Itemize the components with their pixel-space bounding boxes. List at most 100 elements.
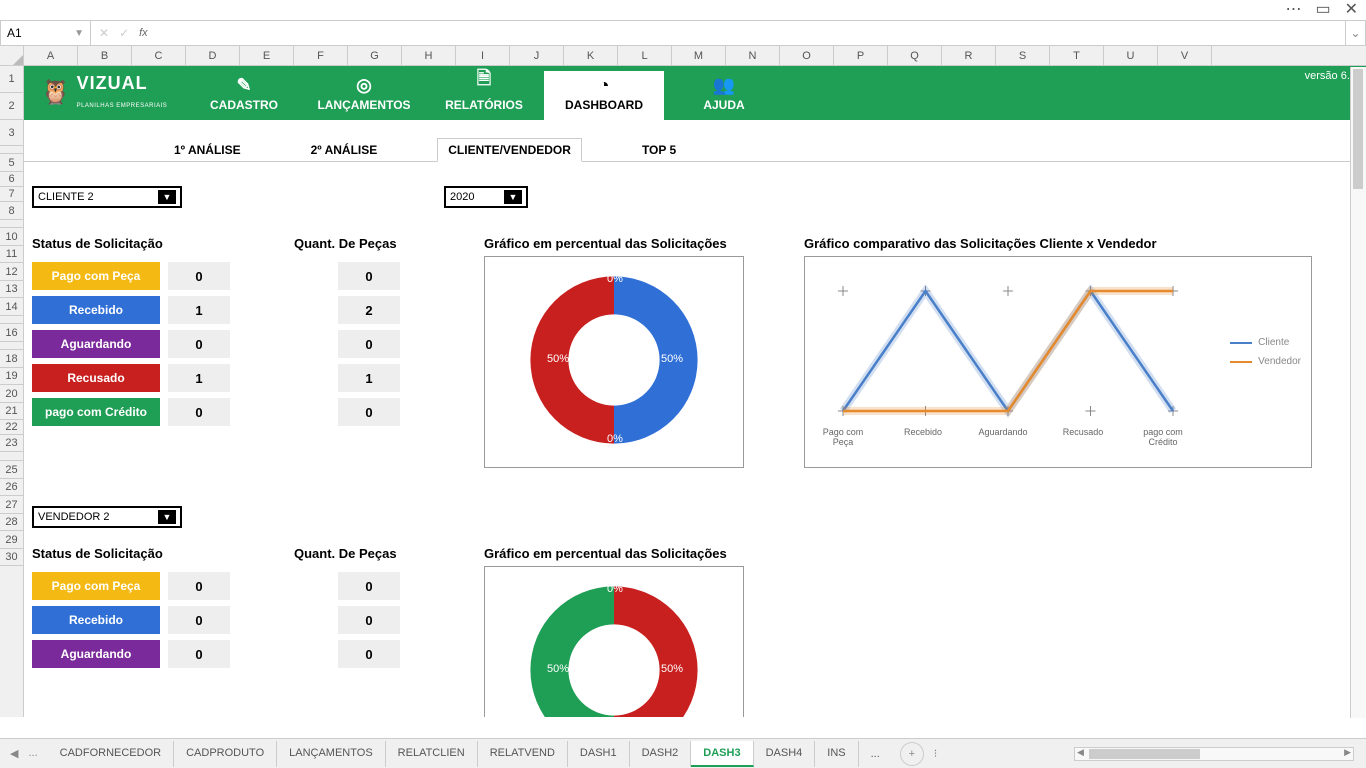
row-header[interactable]: 1 [0,66,23,93]
row-header[interactable]: 13 [0,281,23,298]
donut-label: 0% [607,273,623,285]
row-header[interactable]: 8 [0,202,23,220]
row-header[interactable]: 18 [0,350,23,368]
nav-icon: ✎ [184,75,304,96]
cliente-dropdown[interactable]: CLIENTE 2 ▼ [32,186,182,208]
cell-reference: A1 [7,26,22,40]
row-header[interactable]: 12 [0,263,23,281]
column-header[interactable]: E [240,46,294,65]
row-header[interactable]: 7 [0,187,23,202]
sheet-tab[interactable]: INS [815,741,858,767]
row-header[interactable]: 22 [0,420,23,435]
nav-label: AJUDA [703,98,744,112]
row-header[interactable]: 26 [0,479,23,496]
subnav-tab[interactable]: TOP 5 [632,139,686,161]
column-header[interactable]: K [564,46,618,65]
row-header[interactable]: 20 [0,385,23,403]
row-header[interactable]: 30 [0,549,23,566]
vertical-scrollbar[interactable] [1350,67,1366,718]
select-all-corner[interactable] [0,46,24,65]
row-header[interactable]: 10 [0,228,23,246]
column-header[interactable]: U [1104,46,1158,65]
column-header[interactable]: H [402,46,456,65]
column-header[interactable]: I [456,46,510,65]
vendedor-dropdown[interactable]: VENDEDOR 2 ▼ [32,506,182,528]
fx-confirm-icon[interactable]: ✓ [119,26,129,40]
nav-tab-dashboard[interactable]: ◔DASHBOARD [544,71,664,120]
status-badge: pago com Crédito [32,398,160,426]
year-dropdown[interactable]: 2020 ▼ [444,186,528,208]
column-header[interactable]: Q [888,46,942,65]
row-header[interactable]: 28 [0,514,23,531]
column-header[interactable]: S [996,46,1050,65]
row-header[interactable]: 27 [0,496,23,514]
row-header[interactable]: 5 [0,154,23,172]
row-header[interactable]: 21 [0,403,23,420]
subnav-tab[interactable]: 1º ANÁLISE [164,139,251,161]
row-header[interactable] [0,316,23,324]
sheet-tab[interactable]: RELATVEND [478,741,568,767]
formula-expand-icon[interactable]: ⌄ [1345,21,1365,45]
fx-cancel-icon[interactable]: ✕ [99,26,109,40]
sheet-more-left[interactable]: ... [24,745,41,762]
maximize-icon[interactable]: ▭ [1315,2,1330,18]
column-header[interactable]: F [294,46,348,65]
sheet-nav-arrows[interactable]: ◀ ... [0,745,48,762]
column-header[interactable]: T [1050,46,1104,65]
nav-tab-relatórios[interactable]: 🗎RELATÓRIOS [424,66,544,120]
column-header[interactable]: L [618,46,672,65]
row-header[interactable] [0,452,23,461]
subnav-tab[interactable]: 2º ANÁLISE [301,139,388,161]
row-header[interactable] [0,342,23,350]
sheet-tab[interactable]: RELATCLIEN [386,741,478,767]
row-header[interactable]: 16 [0,324,23,342]
column-header[interactable]: C [132,46,186,65]
column-header[interactable]: O [780,46,834,65]
status-row: Pago com Peça00 [32,262,400,290]
row-header[interactable]: 6 [0,172,23,187]
sheet-prev-icon[interactable]: ◀ [6,745,22,762]
nav-tab-ajuda[interactable]: 👥AJUDA [664,71,784,120]
formula-input[interactable] [158,26,1337,40]
column-header[interactable]: P [834,46,888,65]
column-header[interactable]: D [186,46,240,65]
row-header[interactable]: 29 [0,531,23,549]
sheet-list-icon[interactable]: ⁝ [930,745,942,762]
column-header[interactable]: B [78,46,132,65]
more-icon[interactable]: ⋯ [1285,2,1301,18]
add-sheet-button[interactable]: + [900,742,924,766]
close-icon[interactable]: ✕ [1345,2,1358,18]
subnav-tab[interactable]: CLIENTE/VENDEDOR [437,138,582,162]
sheet-tab[interactable]: CADFORNECEDOR [48,741,174,767]
row-header[interactable]: 23 [0,435,23,452]
fx-icon[interactable]: fx [139,27,148,39]
nav-tab-lançamentos[interactable]: ◎LANÇAMENTOS [304,71,424,120]
nav-icon: 🗎 [424,66,544,96]
sheet-more-right[interactable]: ... [859,742,892,766]
column-header[interactable]: R [942,46,996,65]
sheet-tab[interactable]: DASH3 [691,741,753,767]
column-header[interactable]: V [1158,46,1212,65]
row-header[interactable] [0,220,23,228]
row-header[interactable] [0,146,23,154]
nav-tab-cadastro[interactable]: ✎CADASTRO [184,71,304,120]
sheet-tab[interactable]: DASH2 [630,741,692,767]
row-header[interactable]: 11 [0,246,23,263]
row-header[interactable]: 3 [0,120,23,146]
row-header[interactable]: 2 [0,93,23,120]
sheet-tab[interactable]: CADPRODUTO [174,741,277,767]
name-box[interactable]: A1 ▼ [1,21,91,45]
column-header[interactable]: A [24,46,78,65]
column-header[interactable]: G [348,46,402,65]
column-header[interactable]: J [510,46,564,65]
sheet-tab[interactable]: LANÇAMENTOS [277,741,386,767]
column-header[interactable]: M [672,46,726,65]
sheet-tab[interactable]: DASH4 [754,741,816,767]
sheet-tab[interactable]: DASH1 [568,741,630,767]
worksheet-area[interactable]: 🦉 VIZUAL PLANILHAS EMPRESARIAIS ✎CADASTR… [24,66,1366,717]
column-header[interactable]: N [726,46,780,65]
row-header[interactable]: 19 [0,368,23,385]
horizontal-scrollbar[interactable]: ◀ ▶ [1074,747,1354,761]
row-header[interactable]: 25 [0,461,23,479]
row-header[interactable]: 14 [0,298,23,316]
